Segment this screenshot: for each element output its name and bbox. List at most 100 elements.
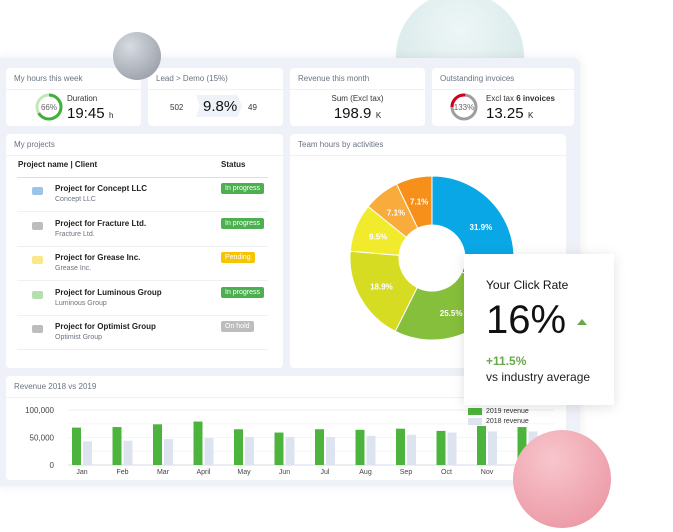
- x-tick-label: Oct: [441, 469, 452, 476]
- x-tick-label: Mar: [157, 469, 170, 476]
- card-title: My hours this week: [6, 68, 141, 90]
- bar-2018[interactable]: [447, 432, 457, 465]
- bar-2019[interactable]: [355, 429, 365, 465]
- bar-2018[interactable]: [204, 438, 214, 465]
- project-row[interactable]: Project for Luminous Group Luminous Grou…: [17, 282, 268, 316]
- project-name[interactable]: Project for Grease Inc.: [55, 253, 141, 262]
- bar-2018[interactable]: [285, 436, 295, 465]
- project-name[interactable]: Project for Concept LLC: [55, 184, 148, 193]
- bar-2018[interactable]: [488, 431, 497, 465]
- lead-rate: 9.8%: [203, 98, 238, 115]
- bar-2019[interactable]: [517, 427, 527, 465]
- briefcase-icon: [32, 221, 43, 230]
- briefcase-icon: [32, 187, 43, 195]
- project-name[interactable]: Project for Fracture Ltd.: [55, 218, 147, 228]
- project-client: Optimist Group: [55, 334, 103, 341]
- x-tick-label: April: [196, 469, 210, 476]
- revenue-label: Sum (Excl tax): [331, 94, 384, 103]
- x-tick-label: Sep: [400, 469, 413, 476]
- bar-2019[interactable]: [315, 429, 324, 465]
- bar-2019[interactable]: [274, 432, 284, 465]
- legend-swatch-2019: [468, 408, 482, 415]
- project-row[interactable]: Project for Concept LLC Concept LLC In p…: [17, 178, 268, 212]
- bar-2019[interactable]: [396, 428, 405, 465]
- invoices-unit: K: [528, 111, 534, 120]
- revenue-unit: K: [375, 111, 382, 120]
- bar-2018[interactable]: [366, 435, 376, 465]
- project-name[interactable]: Project for Luminous Group: [55, 287, 162, 297]
- bar-2018[interactable]: [245, 436, 254, 465]
- briefcase-icon: [32, 256, 43, 264]
- column-header-name: Project name | Client: [18, 160, 98, 169]
- project-name[interactable]: Project for Optimist Group: [55, 322, 156, 331]
- bar-2019[interactable]: [153, 424, 162, 465]
- projects-card: My projects Project name | Client Status…: [6, 134, 283, 368]
- project-row[interactable]: Project for Grease Inc. Grease Inc. Pend…: [17, 247, 268, 281]
- click-rate-card: Your Click Rate 16% +11.5% vs industry a…: [464, 254, 614, 405]
- status-badge: In progress: [221, 217, 265, 229]
- bar-2018[interactable]: [164, 439, 173, 465]
- kpi-invoices-card: Outstanding invoices 133% Excl tax 6 inv…: [432, 68, 574, 126]
- legend-label-2019: 2019 revenue: [486, 408, 529, 415]
- pie-slice[interactable]: [395, 175, 433, 229]
- invoices-count: 6 invoices: [516, 94, 555, 103]
- project-row[interactable]: Project for Fracture Ltd. Fracture Ltd. …: [17, 213, 268, 247]
- duration-label: Duration: [67, 94, 98, 103]
- kpi-hours-card: My hours this week 66% Duration 19:45 h: [6, 68, 141, 126]
- click-rate-caption: vs industry average: [486, 370, 591, 384]
- project-client: Luminous Group: [55, 299, 107, 307]
- duration-unit: h: [109, 111, 114, 120]
- revenue-bar-chart: 0 50,000 100,000 Jan Feb Mar April May Jun Jul Aug…: [25, 406, 554, 476]
- bar-2019[interactable]: [112, 427, 122, 465]
- x-tick-label: Jun: [279, 469, 290, 476]
- revenue-value: 198.9: [333, 105, 372, 122]
- status-badge: Pending: [221, 252, 255, 263]
- click-rate-delta: +11.5%: [486, 354, 527, 368]
- invoices-label: Excl tax: [486, 94, 515, 103]
- y-tick-label: 0: [50, 461, 55, 470]
- x-tick-label: Nov: [481, 469, 494, 476]
- bar-2019[interactable]: [234, 429, 243, 465]
- decorative-circle-pink: [513, 430, 611, 528]
- y-tick-label: 100,000: [25, 406, 54, 415]
- slice-label: 31.9%: [470, 223, 493, 232]
- hours-percent: 66%: [41, 103, 57, 112]
- card-title: My projects: [6, 134, 283, 156]
- bar-2018[interactable]: [326, 436, 335, 465]
- kpi-lead-card: Lead > Demo (15%) 502 9.8% 49: [148, 68, 283, 126]
- invoices-percent: 133%: [454, 103, 474, 112]
- card-title: Outstanding invoices: [432, 68, 574, 90]
- demo-count: 49: [248, 103, 257, 112]
- slice-label: 7.1%: [387, 209, 405, 218]
- x-tick-label: Aug: [359, 469, 372, 476]
- x-tick-label: Jul: [321, 469, 330, 476]
- project-row[interactable]: Project for Optimist Group Optimist Grou…: [17, 316, 268, 350]
- x-tick-label: Feb: [116, 469, 128, 476]
- trend-up-icon: [577, 319, 587, 325]
- bar-2018[interactable]: [83, 441, 92, 465]
- status-badge: On hold: [221, 321, 254, 332]
- click-rate-value: 16%: [486, 298, 567, 342]
- duration-value: 19:45: [67, 105, 105, 122]
- lead-count: 502: [170, 103, 184, 112]
- invoices-value: 13.25: [486, 105, 524, 122]
- column-header-status: Status: [221, 160, 246, 169]
- card-title: Team hours by activities: [290, 134, 566, 156]
- briefcase-icon: [32, 325, 43, 333]
- bar-2019[interactable]: [436, 430, 446, 465]
- project-client: Concept LLC: [55, 196, 96, 203]
- kpi-revenue-card: Revenue this month Sum (Excl tax) 198.9 …: [290, 68, 425, 126]
- bar-2018[interactable]: [407, 434, 416, 465]
- click-rate-title: Your Click Rate: [486, 278, 569, 292]
- bar-2019[interactable]: [477, 425, 486, 465]
- x-tick-label: Jan: [76, 469, 87, 476]
- card-title: Revenue 2018 vs 2019: [6, 376, 566, 398]
- hours-progress-ring: 66%: [35, 93, 63, 121]
- bar-2019[interactable]: [72, 427, 81, 465]
- bar-2018[interactable]: [123, 440, 133, 465]
- slice-label: 9.5%: [369, 232, 387, 241]
- decorative-circle-gray: [113, 32, 161, 80]
- slice-label: 18.9%: [370, 282, 393, 291]
- x-tick-label: May: [237, 469, 251, 476]
- bar-2019[interactable]: [193, 421, 203, 465]
